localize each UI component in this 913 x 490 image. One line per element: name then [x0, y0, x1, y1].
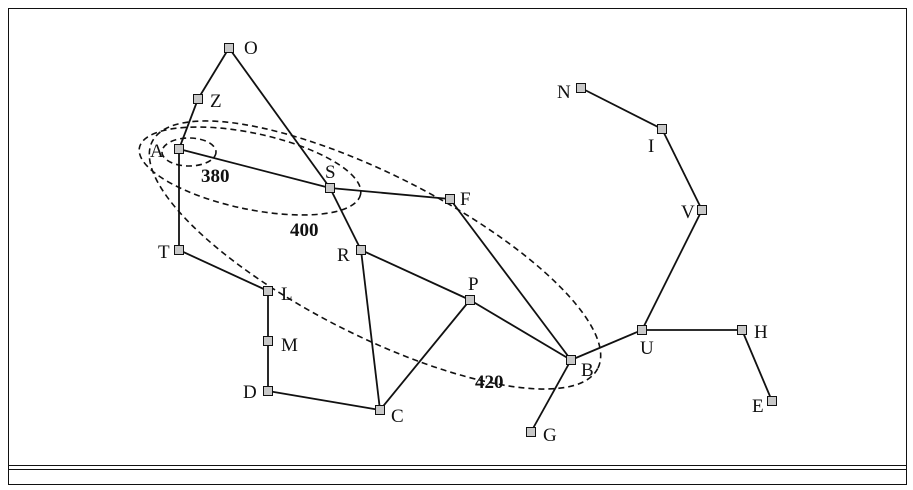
- node-a: [174, 144, 184, 154]
- node-label-h: H: [754, 322, 768, 343]
- edge-r-c: [360, 249, 381, 411]
- edge-h-e: [741, 329, 773, 402]
- contour-420: [148, 120, 602, 390]
- node-l: [263, 286, 273, 296]
- node-e: [767, 396, 777, 406]
- edge-t-l: [178, 249, 269, 292]
- node-p: [465, 295, 475, 305]
- node-label-u: U: [640, 338, 654, 359]
- node-c: [375, 405, 385, 415]
- node-z: [193, 94, 203, 104]
- node-i: [657, 124, 667, 134]
- edge-b-g: [530, 359, 572, 433]
- edge-b-u: [570, 329, 643, 361]
- node-label-i: I: [648, 136, 654, 157]
- edge-p-b: [469, 299, 572, 361]
- node-label-d: D: [243, 382, 257, 403]
- edge-u-v: [641, 209, 703, 331]
- outer-border: [8, 8, 907, 485]
- node-b: [566, 355, 576, 365]
- node-label-o: O: [244, 38, 258, 59]
- node-label-b: B: [581, 360, 594, 381]
- contour-layer: [138, 120, 602, 390]
- contour-380: [161, 137, 217, 167]
- edge-f-b: [449, 198, 572, 361]
- node-label-t: T: [158, 242, 170, 263]
- contour-label-380: 380: [201, 166, 230, 187]
- edge-v-i: [661, 128, 703, 211]
- node-s: [325, 183, 335, 193]
- node-label-n: N: [557, 82, 571, 103]
- label-layer: 380 400 420 O Z A S F T R L P M D C B G U H E V I N: [150, 38, 768, 446]
- edge-a-s: [178, 148, 331, 189]
- node-label-c: C: [391, 406, 404, 427]
- node-label-v: V: [681, 202, 695, 223]
- node-label-p: P: [468, 274, 479, 295]
- node-m: [263, 336, 273, 346]
- node-label-a: A: [150, 141, 164, 162]
- edge-p-c: [379, 299, 471, 411]
- node-t: [174, 245, 184, 255]
- node-label-r: R: [337, 245, 350, 266]
- node-label-s: S: [325, 162, 336, 183]
- node-f: [445, 194, 455, 204]
- edge-i-n: [580, 87, 663, 130]
- edge-r-p: [360, 249, 471, 301]
- contour-label-420: 420: [475, 372, 504, 393]
- node-label-g: G: [543, 425, 557, 446]
- edge-z-a: [178, 98, 199, 150]
- edge-d-c: [267, 390, 381, 411]
- edge-s-r: [329, 187, 362, 251]
- node-label-z: Z: [210, 91, 222, 112]
- contour-400: [138, 126, 362, 216]
- node-u: [637, 325, 647, 335]
- edge-o-z: [197, 47, 230, 100]
- node-label-l: L: [281, 284, 293, 305]
- edge-o-s: [228, 47, 331, 189]
- edge-s-f: [329, 187, 451, 200]
- node-v: [697, 205, 707, 215]
- node-o: [224, 43, 234, 53]
- node-d: [263, 386, 273, 396]
- node-label-f: F: [460, 189, 471, 210]
- node-layer: [174, 43, 777, 437]
- node-r: [356, 245, 366, 255]
- node-h: [737, 325, 747, 335]
- node-label-e: E: [752, 396, 764, 417]
- node-label-m: M: [281, 335, 298, 356]
- edge-layer: [178, 47, 773, 433]
- node-g: [526, 427, 536, 437]
- contour-label-400: 400: [290, 220, 319, 241]
- node-n: [576, 83, 586, 93]
